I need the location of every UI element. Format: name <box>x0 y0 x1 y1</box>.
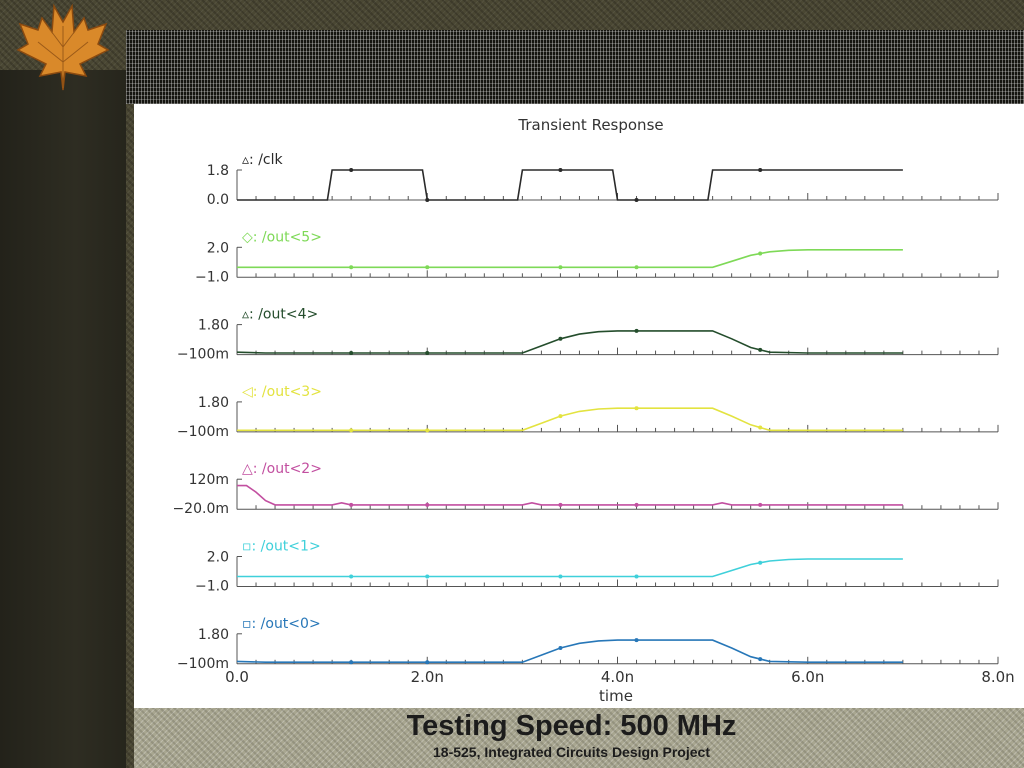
panel-0: 1.8 0.0 ▵: /clk <box>207 152 999 208</box>
series-marker <box>634 502 639 507</box>
series-marker <box>758 657 763 662</box>
y-max-label: 1.8 <box>207 163 229 179</box>
y-max-label: 120m <box>189 472 229 488</box>
y-min-label: 0.0 <box>207 192 229 208</box>
series-line <box>237 407 903 432</box>
series-marker <box>634 638 639 643</box>
series-marker <box>349 428 354 433</box>
series-line <box>236 639 903 663</box>
series-marker <box>349 574 354 579</box>
panel-3: 1.80 −100m ◁: /out<3> <box>177 384 999 440</box>
series-marker <box>558 168 563 172</box>
y-min-label: −100m <box>177 656 229 672</box>
footer-band <box>134 708 1024 768</box>
legend-entry: ▫: /out<0> <box>242 616 321 632</box>
series-line <box>237 558 903 578</box>
series-marker <box>349 168 354 172</box>
y-min-label: −1.0 <box>195 579 229 595</box>
series-marker <box>558 265 563 270</box>
series-marker <box>425 502 430 507</box>
series-marker <box>425 351 430 356</box>
series-marker <box>634 328 639 333</box>
legend-entry: △: /out<2> <box>242 461 322 477</box>
panels-group: 1.8 0.0 ▵: /clk 2.0 −1.0 ◇: /out<5> 1.80 −100m ▵… <box>172 152 999 672</box>
series-marker <box>558 414 563 419</box>
y-max-label: 2.0 <box>207 550 229 566</box>
y-max-label: 1.80 <box>198 318 229 334</box>
plot-panel: Transient Response 1.8 0.0 ▵: /clk 2.0 −1.0 ◇… <box>134 104 1024 708</box>
series-marker <box>634 574 639 579</box>
series-marker <box>758 347 763 352</box>
series-marker <box>349 502 354 507</box>
series-marker <box>634 406 639 411</box>
series-marker <box>558 646 563 651</box>
x-tick-label: 8.0n <box>981 668 1014 686</box>
x-axis: 0.0 2.0n 4.0n 6.0n 8.0n <box>225 668 1015 686</box>
series-marker <box>758 502 763 507</box>
series-marker <box>558 502 563 507</box>
transient-response-chart: Transient Response 1.8 0.0 ▵: /clk 2.0 −1.0 ◇… <box>172 116 1015 705</box>
series-marker <box>425 198 430 202</box>
y-min-label: −100m <box>177 347 229 363</box>
decorative-banner <box>126 30 1024 104</box>
y-min-label: −100m <box>177 424 229 440</box>
series-marker <box>634 198 639 202</box>
series-line <box>237 249 903 269</box>
series-marker <box>425 265 430 270</box>
panel-6: 1.80 −100m ▫: /out<0> <box>177 616 999 672</box>
series-marker <box>758 425 763 430</box>
series-marker <box>425 428 430 433</box>
x-tick-label: 0.0 <box>225 668 249 686</box>
series-marker <box>558 336 563 341</box>
panel-2: 1.80 −100m ▵: /out<4> <box>177 307 999 363</box>
y-min-label: −20.0m <box>172 501 229 517</box>
y-max-label: 1.80 <box>198 627 229 643</box>
x-tick-label: 2.0n <box>411 668 444 686</box>
panel-1: 2.0 −1.0 ◇: /out<5> <box>195 229 999 285</box>
legend-entry: ◇: /out<5> <box>242 229 322 245</box>
series-line <box>236 330 903 354</box>
legend-entry: ◁: /out<3> <box>242 384 322 400</box>
left-sidebar-bar <box>0 70 126 768</box>
legend-entry: ▵: /out<4> <box>242 307 318 323</box>
series-marker <box>425 660 430 665</box>
series-marker <box>349 351 354 356</box>
legend-entry: ▫: /out<1> <box>242 539 321 555</box>
x-axis-label: time <box>599 687 633 705</box>
slide-subtitle: 18-525, Integrated Circuits Design Proje… <box>433 744 710 760</box>
panel-4: 120m −20.0m △: /out<2> <box>172 461 999 517</box>
series-marker <box>758 168 763 172</box>
maple-leaf-icon <box>16 3 110 91</box>
series-marker <box>758 560 763 565</box>
chart-title: Transient Response <box>517 116 663 134</box>
series-marker <box>634 265 639 270</box>
x-tick-label: 4.0n <box>601 668 634 686</box>
y-min-label: −1.0 <box>195 269 229 285</box>
series-line <box>237 484 903 506</box>
series-marker <box>349 265 354 270</box>
x-tick-label: 6.0n <box>791 668 824 686</box>
series-marker <box>349 660 354 665</box>
slide-title: Testing Speed: 500 MHz <box>406 710 737 742</box>
series-marker <box>758 251 763 256</box>
y-max-label: 2.0 <box>207 240 229 256</box>
y-max-label: 1.80 <box>198 395 229 411</box>
series-marker <box>558 574 563 579</box>
legend-entry: ▵: /clk <box>242 152 283 168</box>
series-line <box>237 169 903 201</box>
panel-5: 2.0 −1.0 ▫: /out<1> <box>195 539 999 595</box>
series-marker <box>425 574 430 579</box>
